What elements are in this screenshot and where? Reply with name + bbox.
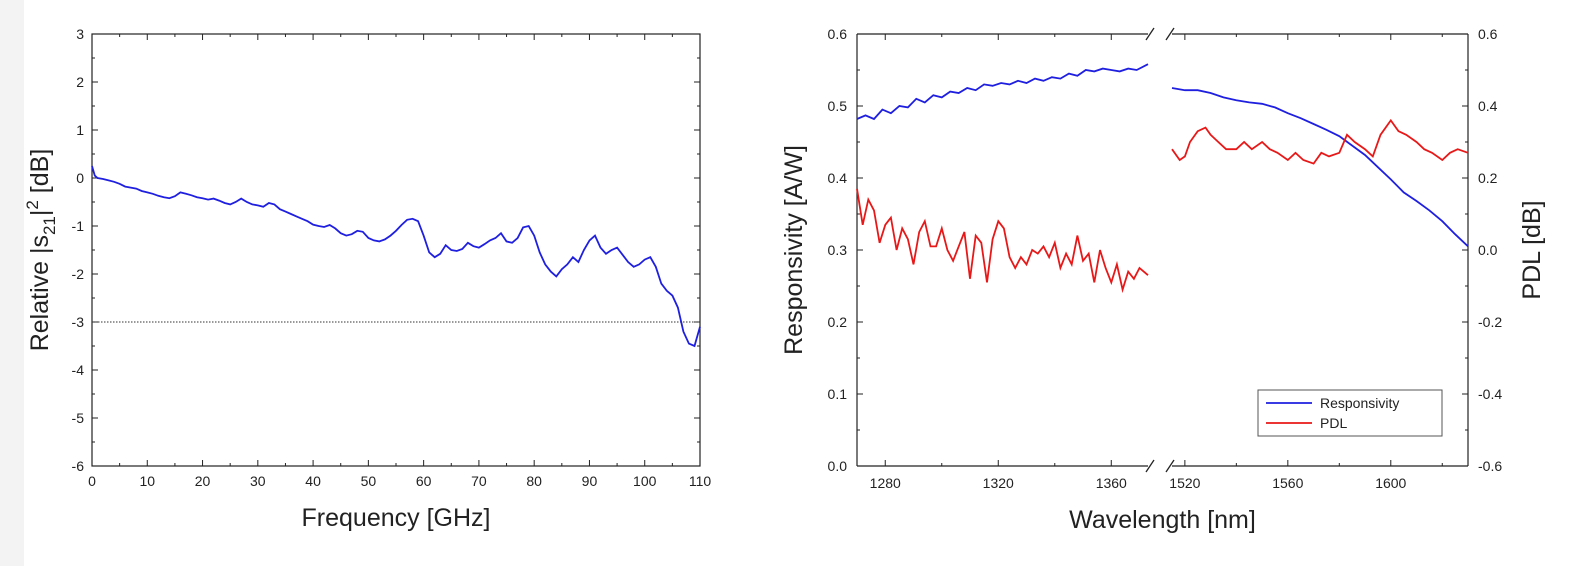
c2-left-y-axis-label: Responsivity [A/W] [780,145,808,355]
c1-x-tick-label: 80 [526,473,542,489]
c2-x-tick-label: 1600 [1375,475,1406,491]
c2-x-tick-label: 1360 [1096,475,1127,491]
legend-label-pdl: PDL [1320,415,1347,431]
c2-right-y-tick-label: -0.6 [1478,458,1502,474]
c2-right-y-tick-label: 0.2 [1478,170,1498,186]
c1-x-tick-label: 50 [361,473,377,489]
c2-break-slash [1165,27,1175,41]
c1-x-tick-label: 100 [633,473,657,489]
legend-label-responsivity: Responsivity [1320,395,1399,411]
c2-series-line-responsivity-segment [1171,87,1469,248]
c2-x-ticks: 1280 1320 1360 1520 1560 1600 [870,34,1443,491]
c1-y-tick-label: 1 [76,122,84,138]
c1-y-tick-label: 0 [76,170,84,186]
c1-y-tick-label: -3 [72,314,85,330]
c1-x-tick-label: 40 [305,473,321,489]
c2-x-tick-label: 1320 [983,475,1014,491]
c1-y-tick-label: 3 [76,26,84,42]
c1-y-tick-label: -4 [72,362,85,378]
c2-left-y-tick-label: 0.3 [828,242,848,258]
c1-y-label-superscript: 2 [23,200,42,209]
c2-series-lines [856,63,1469,294]
c1-x-tick-label: 70 [471,473,487,489]
c2-x-tick-label: 1280 [870,475,901,491]
c2-left-y-tick-label: 0.1 [828,386,848,402]
c2-right-y-tick-label: 0.4 [1478,98,1498,114]
c1-y-tick-label: -2 [72,266,85,282]
c1-x-axis-label: Frequency [GHz] [302,504,491,532]
frequency-response-chart: 0 10 20 30 40 50 60 70 80 90 100 110 -6 -5 -4 -3 -2 -1 0 1… [23,26,711,532]
c1-x-tick-label: 60 [416,473,432,489]
responsivity-pdl-chart: 1280 1320 1360 1520 1560 1600 0.0 0.1 0.2 0.3 0.4… [780,26,1546,534]
c2-series-line-pdl-segment [1171,118,1469,165]
c2-series-line-responsivity-segment [856,63,1149,121]
c1-y-axis-label: Relative |s21|2 [dB] [23,149,59,352]
left-edge-strip [0,0,24,566]
c2-left-y-ticks: 0.0 0.1 0.2 0.3 0.4 0.5 0.6 [828,26,863,474]
c1-x-tick-label: 90 [582,473,598,489]
c1-y-tick-label: -5 [72,410,85,426]
c2-break-slash [1145,459,1155,473]
c2-right-y-tick-label: -0.2 [1478,314,1502,330]
c2-x-tick-label: 1520 [1169,475,1200,491]
c2-legend: Responsivity PDL [1257,389,1443,437]
c1-y-label-unit: [dB] [26,149,54,200]
c2-break-gap [1149,28,1171,40]
c1-x-tick-label: 0 [88,473,96,489]
c2-axis-break-marks [1145,27,1175,473]
c1-y-label-main: Relative |s [26,235,54,351]
c2-left-y-tick-label: 0.0 [828,458,848,474]
c1-y-ticks: -6 -5 -4 -3 -2 -1 0 1 2 3 [72,26,700,474]
c2-break-slash [1165,459,1175,473]
c1-x-tick-label: 10 [139,473,155,489]
c1-x-ticks: 0 10 20 30 40 50 60 70 80 90 100 110 [88,34,711,489]
c2-left-y-tick-label: 0.6 [828,26,848,42]
c2-right-y-ticks: -0.6 -0.4 -0.2 0.0 0.2 0.4 0.6 [1462,26,1502,474]
c2-break-gap [1149,460,1171,472]
c2-x-axis-label: Wavelength [nm] [1069,506,1256,534]
c2-right-y-tick-label: 0.0 [1478,242,1498,258]
c1-y-tick-label: -6 [72,458,85,474]
c1-x-tick-label: 110 [689,473,712,489]
c2-left-y-tick-label: 0.5 [828,98,848,114]
c1-y-label-subscript: 21 [40,216,59,235]
c2-x-tick-label: 1560 [1272,475,1303,491]
c2-right-y-tick-label: 0.6 [1478,26,1498,42]
c1-y-tick-label: 2 [76,74,84,90]
c1-x-tick-label: 30 [250,473,266,489]
c1-x-tick-label: 20 [195,473,211,489]
legend-box [1257,389,1443,437]
c2-right-y-tick-label: -0.4 [1478,386,1502,402]
c1-y-tick-label: -1 [72,218,85,234]
c2-left-y-tick-label: 0.2 [828,314,848,330]
c1-y-label-pipe: | [26,210,54,217]
c2-series-line-pdl-segment [856,188,1149,294]
c2-left-y-tick-label: 0.4 [828,170,848,186]
c2-right-y-axis-label: PDL [dB] [1518,200,1546,299]
c2-break-slash [1145,27,1155,41]
c1-series-line [91,165,701,348]
